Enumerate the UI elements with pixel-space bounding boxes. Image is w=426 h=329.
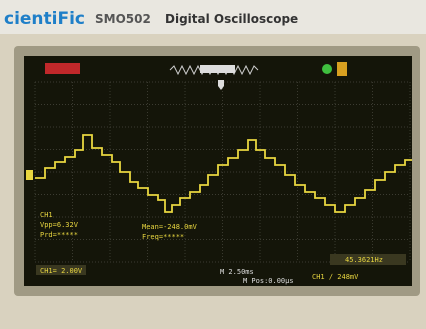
- model: SMO502: [95, 12, 151, 26]
- window-marker: [200, 65, 235, 73]
- usb-icon: [337, 62, 347, 76]
- measure-period: Prd=*****: [40, 231, 78, 239]
- trigger-status: [322, 64, 332, 74]
- measure-frequency: Freq=*****: [142, 233, 184, 241]
- timebase: M 2.50ms: [220, 268, 254, 276]
- channel-scale: CH1= 2.00V: [40, 267, 83, 275]
- measure-channel: CH1: [40, 211, 53, 219]
- run-indicator: [45, 63, 80, 74]
- horizontal-position: M Pos:0.00μs: [243, 277, 294, 285]
- product: Digital Oscilloscope: [165, 12, 298, 26]
- measure-vpp: Vpp=6.32V: [40, 221, 79, 229]
- trigger-frequency: 45.3621Hz: [345, 256, 383, 264]
- measure-mean: Mean=-248.0mV: [142, 223, 198, 231]
- channel-marker: [26, 170, 33, 180]
- brand: cientiFic: [4, 9, 85, 29]
- oscilloscope-photo: cientiFic SMO502 Digital Oscilloscope CH…: [0, 0, 426, 329]
- trigger-level: CH1 ∕ 248mV: [312, 273, 359, 281]
